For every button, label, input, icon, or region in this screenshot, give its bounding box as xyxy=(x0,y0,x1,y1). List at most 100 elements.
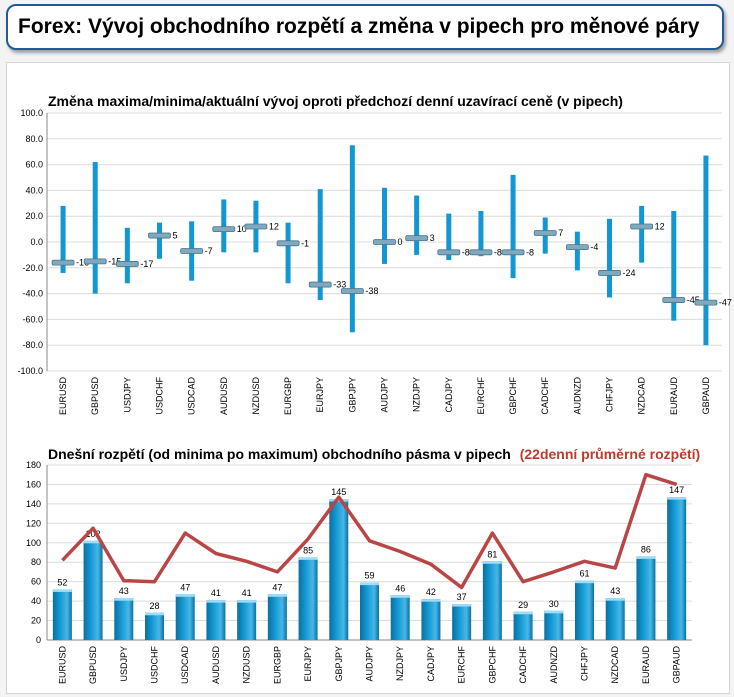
range-bar xyxy=(574,231,580,271)
bar-top-highlight xyxy=(421,599,441,602)
range-bar xyxy=(636,556,656,640)
bottom-x-tick-label: GBPJPY xyxy=(334,646,344,682)
range-bar xyxy=(478,211,484,257)
top-y-tick-label: -60.0 xyxy=(22,314,43,324)
range-bar xyxy=(60,205,66,273)
bar-value-label: 61 xyxy=(579,569,589,579)
bottom-y-tick-label: 120 xyxy=(26,518,41,528)
bottom-x-tick-label: USDCHF xyxy=(150,645,160,683)
top-x-tick-label: NZDUSD xyxy=(251,377,261,415)
current-value-label: -33 xyxy=(333,280,346,290)
current-marker xyxy=(340,288,364,294)
current-marker xyxy=(533,230,557,236)
bottom-x-tick-label: EURGBP xyxy=(272,646,282,684)
bottom-x-tick-label: GBPCHF xyxy=(487,646,497,684)
bar-value-label: 102 xyxy=(86,529,101,539)
range-bar xyxy=(298,557,318,640)
current-value-label: 10 xyxy=(237,224,247,234)
chart-title-bottom: Dnešní rozpětí (od minima po maximum) ob… xyxy=(48,446,700,462)
bottom-x-tick-label: NZDJPY xyxy=(395,646,405,681)
bar-value-label: 29 xyxy=(518,600,528,610)
current-marker xyxy=(51,259,75,266)
current-value-label: -16 xyxy=(76,258,89,268)
bar-top-highlight xyxy=(206,600,226,603)
range-bar xyxy=(639,205,645,263)
range-bar xyxy=(206,600,226,640)
top-x-tick-label: USDCHF xyxy=(155,376,165,414)
top-y-tick-label: -100.0 xyxy=(17,366,43,376)
range-bar xyxy=(157,222,162,259)
bottom-y-tick-label: 140 xyxy=(26,499,41,509)
bottom-x-tick-label: AUDJPY xyxy=(365,646,375,682)
bar-value-label: 47 xyxy=(272,582,282,592)
range-bar xyxy=(114,598,134,640)
current-value-label: 3 xyxy=(430,233,435,243)
chart-title-top: Změna maxima/minima/aktuální vývoj oprot… xyxy=(48,93,623,109)
current-value-label: -8 xyxy=(526,247,534,257)
top-x-tick-label: EURCHF xyxy=(476,376,486,414)
bar-top-highlight xyxy=(237,600,257,603)
range-bar xyxy=(390,595,410,640)
bottom-x-tick-label: USDJPY xyxy=(119,646,129,682)
top-x-tick-label: EURUSD xyxy=(58,377,68,416)
current-marker xyxy=(598,270,621,276)
current-value-label: -17 xyxy=(140,259,153,269)
range-bar xyxy=(605,598,625,640)
bar-top-highlight xyxy=(452,604,472,607)
range-bar xyxy=(349,145,355,333)
bar-top-highlight xyxy=(360,582,379,586)
range-bar xyxy=(92,162,98,294)
top-x-tick-label: NZDJPY xyxy=(412,377,422,412)
current-value-label: -15 xyxy=(108,256,121,266)
range-bar xyxy=(360,582,379,640)
bottom-x-tick-label: CADCHF xyxy=(518,645,528,683)
chart-title-bottom-main: Dnešní rozpětí (od minima po maximum) ob… xyxy=(48,446,511,462)
bar-value-label: 59 xyxy=(364,571,374,581)
range-bar xyxy=(52,589,72,640)
bar-value-label: 28 xyxy=(149,601,159,611)
range-bar xyxy=(446,213,452,261)
bottom-y-tick-label: 20 xyxy=(31,616,41,626)
top-y-tick-label: 0.0 xyxy=(30,237,43,247)
bar-value-label: 86 xyxy=(641,544,651,554)
range-bar xyxy=(671,211,677,321)
range-bar xyxy=(607,218,612,298)
bottom-x-tick-label: EURJPY xyxy=(303,646,313,682)
bar-top-highlight xyxy=(513,611,533,615)
range-bar xyxy=(510,174,516,279)
range-bar xyxy=(575,580,594,640)
range-bar xyxy=(221,199,227,253)
top-y-tick-label: 20.0 xyxy=(25,211,43,221)
top-x-tick-label: USDJPY xyxy=(122,377,132,413)
current-marker xyxy=(694,299,718,306)
bar-value-label: 41 xyxy=(242,588,252,598)
range-bar xyxy=(267,594,287,640)
bottom-y-tick-label: 80 xyxy=(31,557,41,567)
bar-value-label: 43 xyxy=(610,586,620,596)
top-x-tick-label: GBPAUD xyxy=(701,377,711,415)
top-x-tick-label: GBPCHF xyxy=(508,377,518,415)
bar-value-label: 43 xyxy=(119,586,129,596)
current-value-label: 12 xyxy=(269,222,279,232)
top-x-tick-label: CHFJPY xyxy=(605,377,615,412)
current-value-label: 12 xyxy=(655,222,665,232)
top-x-tick-label: EURAUD xyxy=(669,377,679,416)
current-marker xyxy=(373,239,396,245)
current-marker xyxy=(565,244,589,251)
current-marker xyxy=(469,249,493,256)
current-value-label: -8 xyxy=(494,247,502,257)
chart-title-bottom-highlight: (22denní průměrné rozpětí) xyxy=(520,446,700,462)
bar-value-label: 147 xyxy=(669,485,684,495)
bottom-x-tick-label: GBPAUD xyxy=(672,646,682,684)
bar-top-highlight xyxy=(83,540,103,544)
bar-value-label: 81 xyxy=(487,549,497,559)
bottom-x-tick-label: CHFJPY xyxy=(580,646,590,681)
range-bar xyxy=(513,611,533,640)
top-y-tick-label: 100.0 xyxy=(20,108,43,118)
current-value-label: -45 xyxy=(687,295,700,305)
range-bar xyxy=(703,155,709,346)
current-value-label: -24 xyxy=(623,268,636,278)
bar-value-label: 42 xyxy=(426,587,436,597)
current-marker xyxy=(630,223,654,230)
